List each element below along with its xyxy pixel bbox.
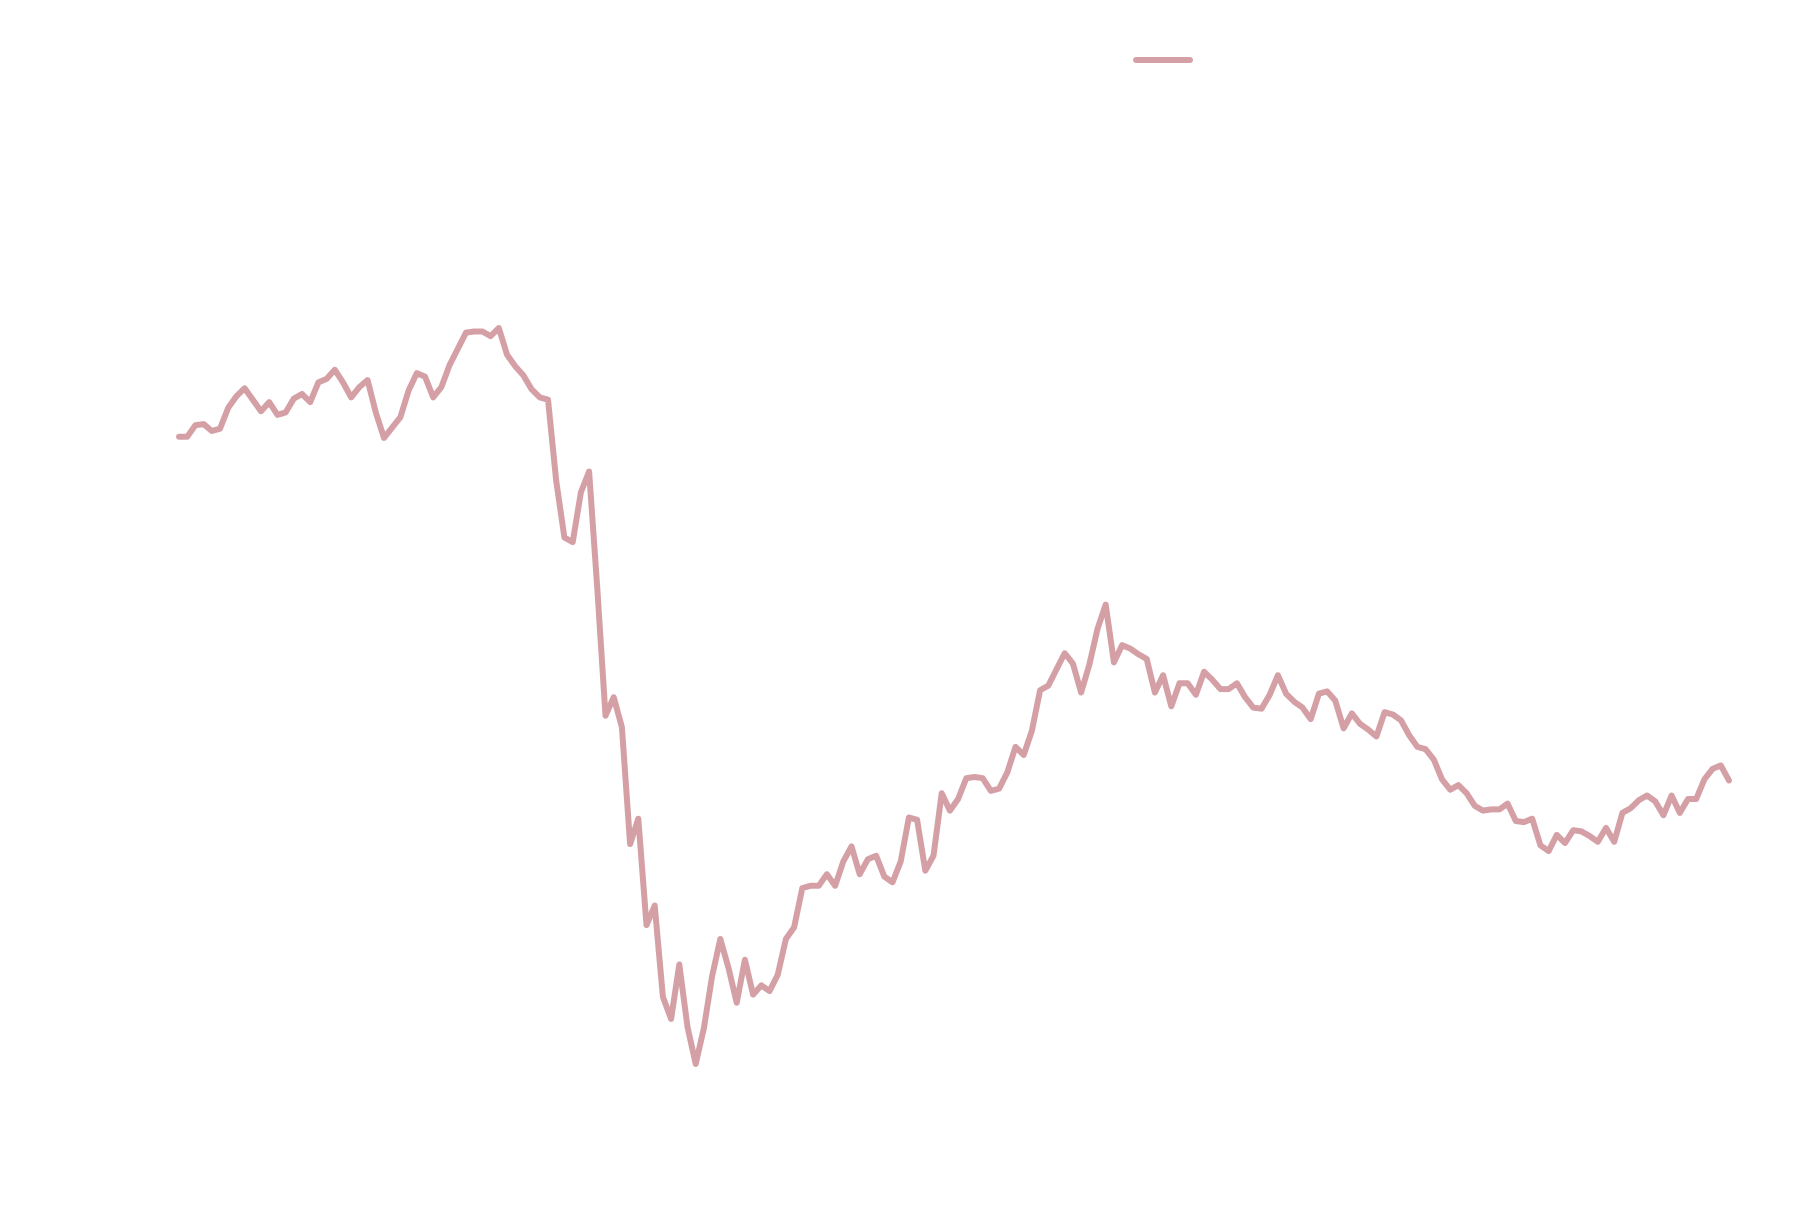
series-line (176, 325, 1732, 1067)
